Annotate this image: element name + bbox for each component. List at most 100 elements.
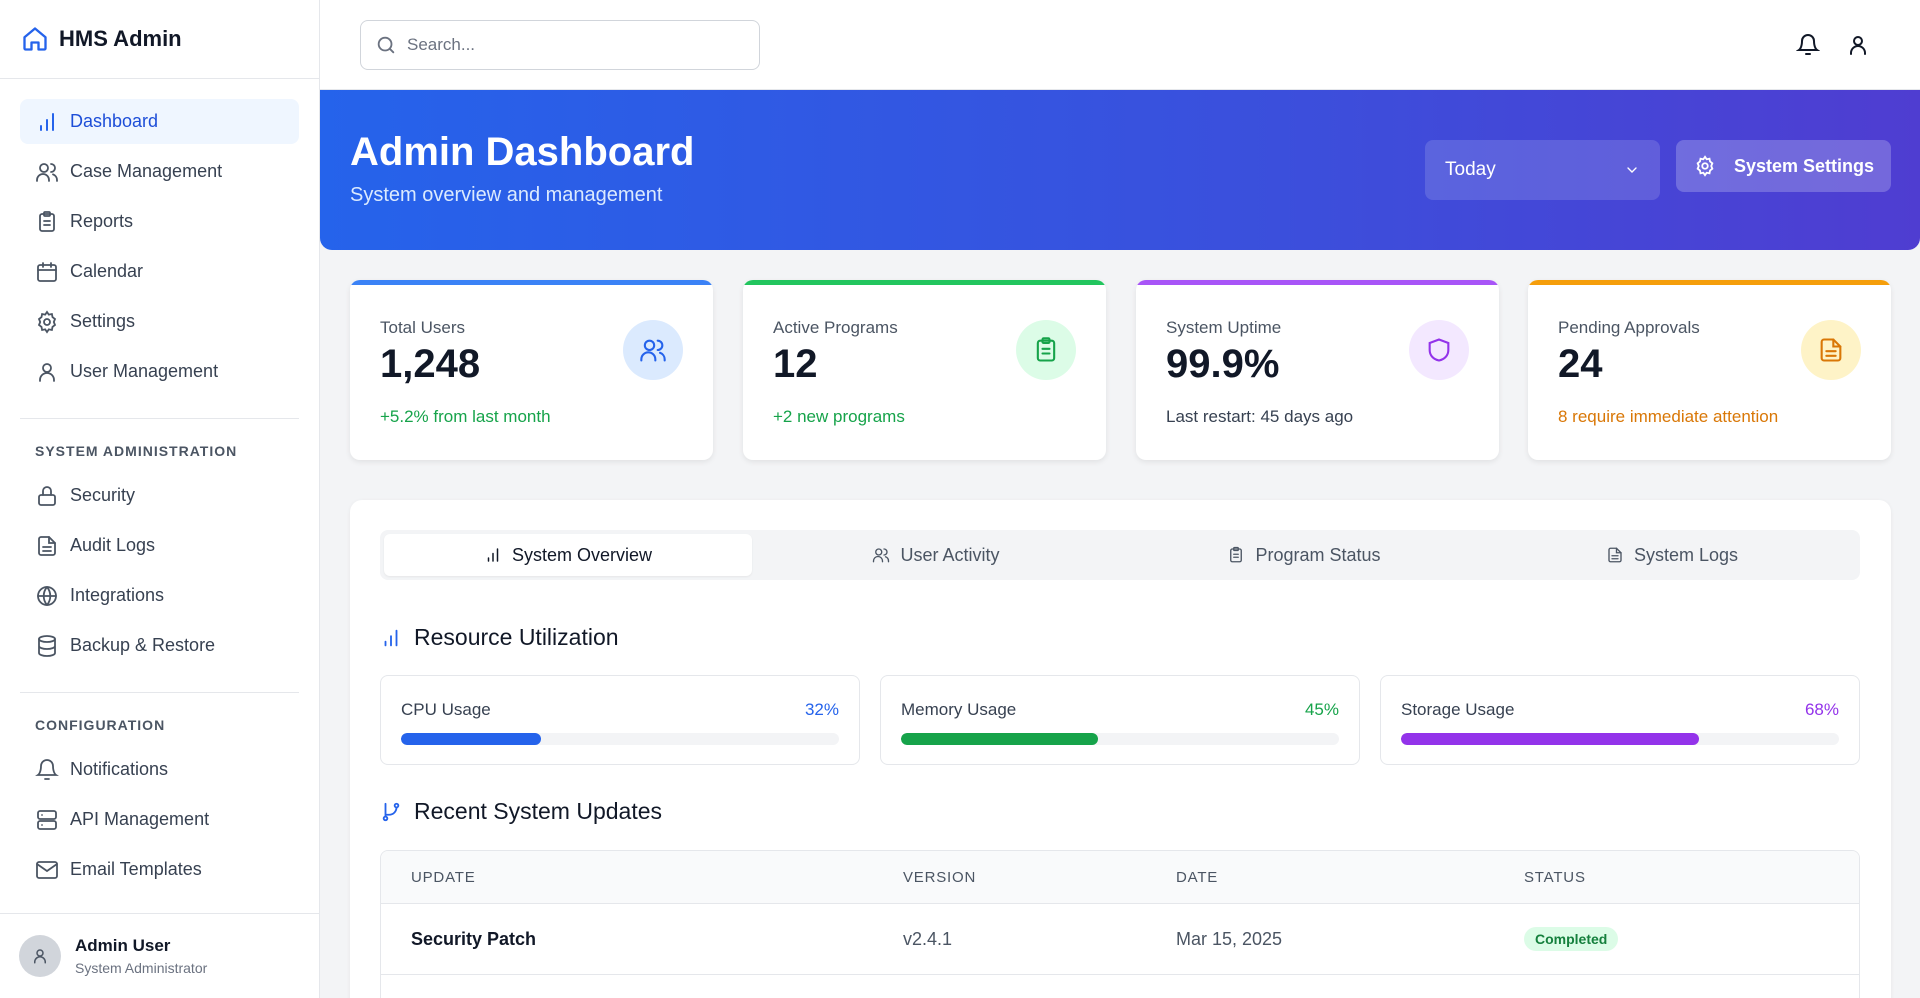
progress-fill: [1401, 733, 1699, 745]
main-panel: System Overview User Activity Program St…: [350, 500, 1891, 998]
resource-label: Memory Usage: [901, 700, 1017, 719]
globe-icon: [35, 584, 59, 608]
sidebar-item-calendar[interactable]: Calendar: [20, 249, 299, 294]
sidebar-item-integrations[interactable]: Integrations: [20, 573, 299, 618]
tab-system-overview[interactable]: System Overview: [384, 534, 752, 576]
table-row: [381, 975, 1859, 998]
period-select[interactable]: Today: [1425, 140, 1660, 200]
sidebar-item-label: Audit Logs: [70, 535, 156, 555]
sidebar-nav: Dashboard Case Management Reports Calend…: [0, 79, 319, 892]
stat-card-total-users: Total Users 1,248 +5.2% from last month: [350, 280, 713, 460]
sidebar-item-api-management[interactable]: API Management: [20, 797, 299, 842]
sidebar-item-security[interactable]: Security: [20, 473, 299, 518]
gear-icon: [1694, 155, 1716, 177]
stat-value: 99.9%: [1166, 342, 1280, 386]
users-icon: [872, 546, 890, 564]
updates-table: UPDATE VERSION DATE STATUS Security Patc…: [380, 850, 1860, 998]
resource-label: CPU Usage: [401, 700, 491, 719]
stat-card-active-programs: Active Programs 12 +2 new programs: [743, 280, 1106, 460]
document-icon: [35, 534, 59, 558]
resource-percent: 32%: [804, 700, 839, 719]
sidebar-item-label: Integrations: [70, 585, 165, 605]
sidebar-item-label: Settings: [70, 311, 136, 331]
app-name: HMS Admin: [59, 26, 182, 51]
tab-label: Program Status: [1255, 544, 1381, 565]
topbar: [320, 0, 1920, 90]
tab-program-status[interactable]: Program Status: [1120, 534, 1488, 576]
sidebar-item-case-management[interactable]: Case Management: [20, 149, 299, 194]
clipboard-icon: [1227, 546, 1245, 564]
stat-label: Active Programs: [773, 318, 898, 337]
bar-chart-icon: [380, 627, 402, 649]
calendar-icon: [35, 260, 59, 284]
resource-percent: 68%: [1804, 700, 1839, 719]
section-title-text: Resource Utilization: [414, 624, 619, 650]
bar-chart-icon: [35, 110, 59, 134]
user-icon[interactable]: [1846, 33, 1870, 57]
progress-track: [1401, 733, 1839, 745]
update-version: v2.4.1: [903, 928, 953, 949]
column-header: UPDATE: [411, 868, 476, 886]
sidebar-item-label: Security: [70, 485, 136, 505]
card-accent: [1136, 280, 1499, 285]
sidebar-item-label: Email Templates: [70, 859, 202, 879]
search-box[interactable]: [360, 20, 760, 70]
brand[interactable]: HMS Admin: [0, 0, 319, 79]
stat-badge: [1409, 320, 1469, 380]
sidebar-item-settings[interactable]: Settings: [20, 299, 299, 344]
table-row[interactable]: Security Patch v2.4.1 Mar 15, 2025 Compl…: [381, 904, 1859, 975]
resource-card-memory: Memory Usage 45%: [880, 675, 1360, 765]
card-accent: [1528, 280, 1891, 285]
card-accent: [743, 280, 1106, 285]
sidebar-item-label: Notifications: [70, 759, 169, 779]
hero-banner: Admin Dashboard System overview and mana…: [320, 90, 1920, 250]
system-settings-button[interactable]: System Settings: [1676, 140, 1891, 192]
section-title-text: Recent System Updates: [414, 798, 663, 824]
column-header: DATE: [1176, 868, 1219, 886]
sidebar-item-notifications[interactable]: Notifications: [20, 747, 299, 792]
resource-card-cpu: CPU Usage 32%: [380, 675, 860, 765]
update-name: Security Patch: [411, 928, 537, 949]
users-icon: [35, 160, 59, 184]
server-icon: [35, 808, 59, 832]
section-title-updates: Recent System Updates: [380, 798, 662, 825]
stat-badge: [623, 320, 683, 380]
sidebar-item-backup-restore[interactable]: Backup & Restore: [20, 623, 299, 668]
stat-value: 24: [1558, 342, 1603, 386]
table-header: UPDATE VERSION DATE STATUS: [381, 851, 1859, 904]
database-icon: [35, 634, 59, 658]
user-name: Admin User: [75, 936, 171, 955]
section-label-configuration: CONFIGURATION: [35, 717, 166, 733]
bell-icon[interactable]: [1796, 33, 1820, 57]
users-icon: [639, 336, 667, 364]
user-role: System Administrator: [75, 960, 208, 976]
user-icon: [35, 360, 59, 384]
stat-note: 8 require immediate attention: [1558, 407, 1779, 426]
progress-track: [901, 733, 1339, 745]
sidebar-item-label: Reports: [70, 211, 134, 231]
period-value: Today: [1445, 159, 1496, 180]
sidebar-item-email-templates[interactable]: Email Templates: [20, 847, 299, 892]
tab-system-logs[interactable]: System Logs: [1488, 534, 1856, 576]
progress-track: [401, 733, 839, 745]
page-title: Admin Dashboard: [350, 130, 695, 174]
stat-note: +5.2% from last month: [380, 407, 551, 426]
sidebar-item-audit-logs[interactable]: Audit Logs: [20, 523, 299, 568]
sidebar-item-label: Calendar: [70, 261, 144, 281]
sidebar-item-user-management[interactable]: User Management: [20, 349, 299, 394]
sidebar-item-label: Backup & Restore: [70, 635, 216, 655]
home-icon: [21, 25, 49, 53]
gear-icon: [35, 309, 59, 334]
resource-label: Storage Usage: [1401, 700, 1515, 719]
sidebar-item-reports[interactable]: Reports: [20, 199, 299, 244]
avatar: [19, 935, 61, 977]
sidebar-item-dashboard[interactable]: Dashboard: [20, 99, 299, 144]
sidebar-item-label: Dashboard: [70, 111, 159, 131]
page-subtitle: System overview and management: [350, 184, 663, 206]
sidebar: HMS Admin Dashboard Case Management Repo…: [0, 0, 320, 998]
search-input[interactable]: [407, 35, 737, 55]
mail-icon: [35, 858, 59, 882]
clipboard-icon: [1032, 336, 1060, 364]
current-user[interactable]: Admin User System Administrator: [0, 913, 319, 998]
tab-user-activity[interactable]: User Activity: [752, 534, 1120, 576]
